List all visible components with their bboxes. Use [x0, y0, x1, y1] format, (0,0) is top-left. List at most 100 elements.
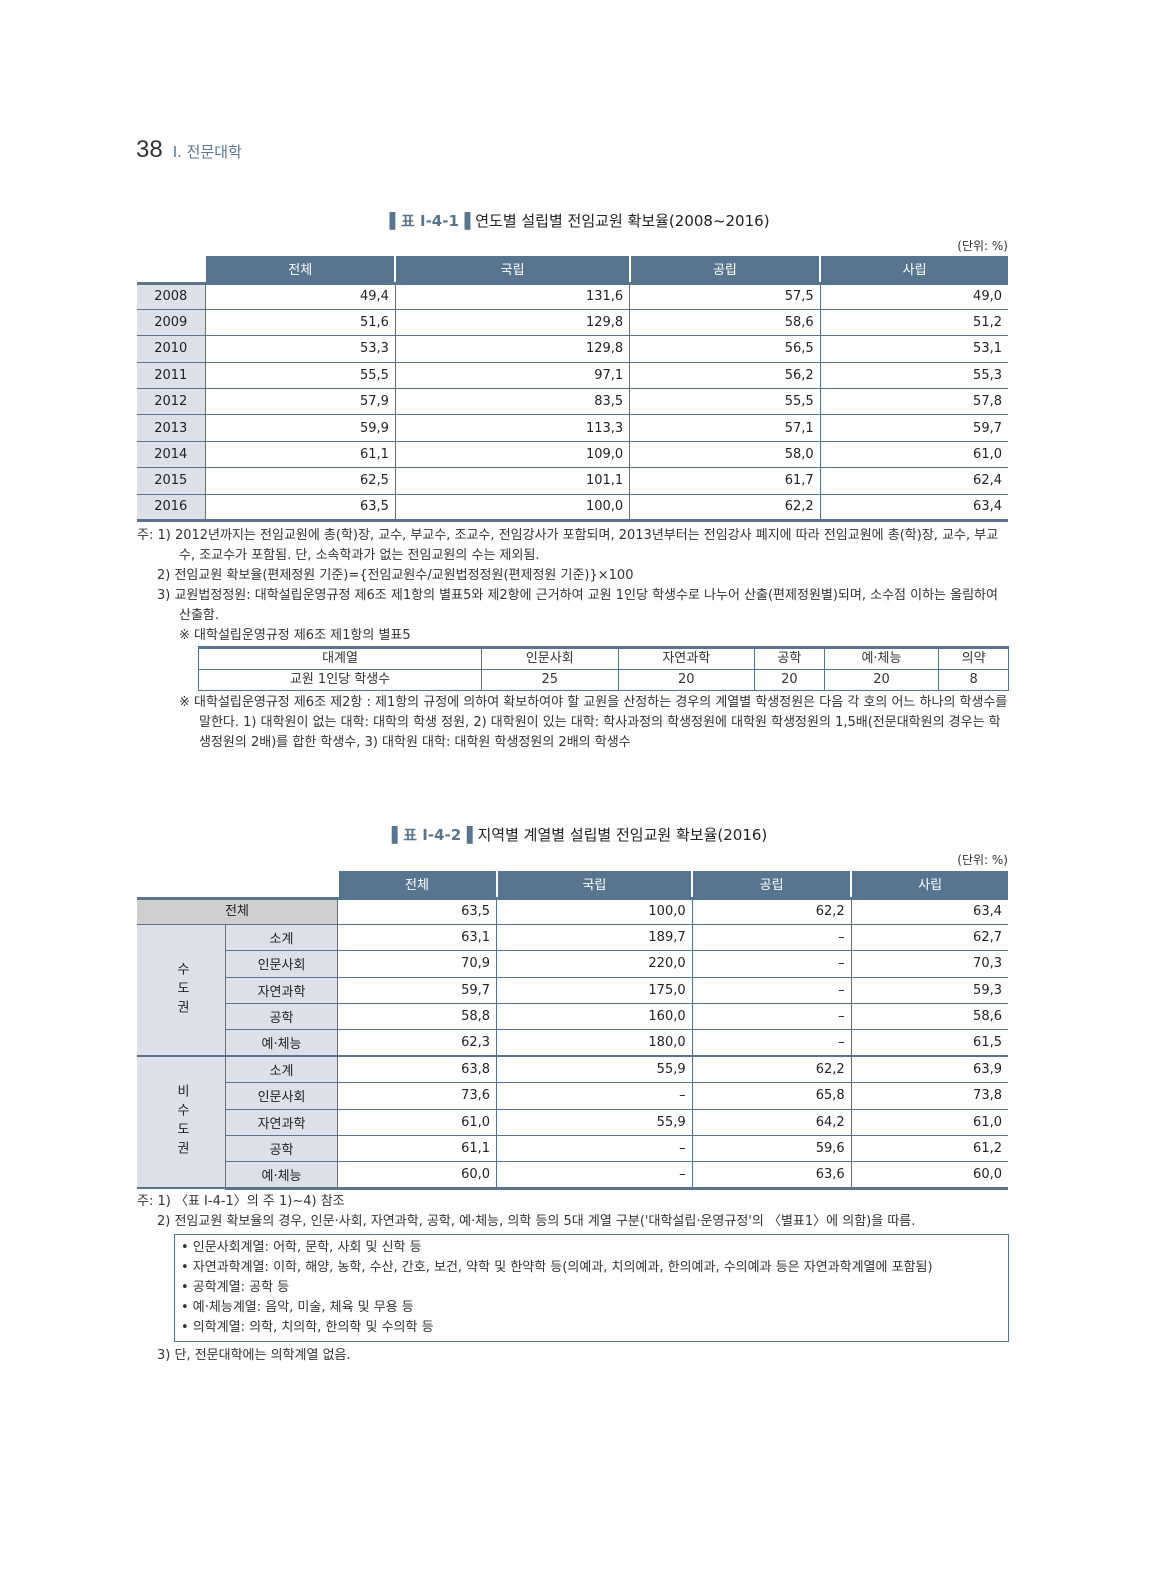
data-cell: 56,2	[629, 362, 821, 390]
data-cell: 62,2	[691, 896, 852, 925]
note-3: 3) 단, 전문대학에는 의학계열 없음.	[157, 1348, 351, 1363]
data-cell: 131,6	[394, 281, 630, 310]
row-header: 2009	[137, 309, 205, 337]
data-cell: 61,0	[336, 1109, 497, 1137]
note-2: 2) 전임교원 확보율의 경우, 인문·사회, 자연과학, 공학, 예·체능, …	[157, 1214, 916, 1229]
data-cell: 160,0	[496, 1003, 693, 1031]
col-header: 국립	[495, 871, 693, 898]
data-cell: 49,4	[204, 281, 396, 310]
table-row: 2010 53,3 129,8 56,5 53,1	[137, 335, 1008, 363]
data-cell: 58,8	[336, 1003, 497, 1031]
row-header: 공학	[225, 1135, 338, 1163]
data-cell: –	[691, 977, 852, 1005]
row-header: 2012	[137, 388, 205, 416]
data-cell: 189,7	[496, 924, 693, 952]
ref-note-1: ※ 대학설립운영규정 제6조 제1항의 별표5	[179, 628, 411, 643]
table2-label: ▌표 Ⅰ-4-2▐	[391, 826, 473, 844]
data-cell: 100,0	[394, 494, 630, 523]
data-cell: 61,1	[204, 441, 396, 469]
group-header: 비수도권	[137, 1056, 226, 1190]
table-row: 공학 58,8 160,0–58,6	[137, 1003, 1008, 1031]
table-row: 2008 49,4 131,6 57,5 49,0	[137, 281, 1008, 310]
data-cell: –	[496, 1161, 693, 1190]
table-row: 2011 55,5 97,1 56,2 55,3	[137, 362, 1008, 390]
data-cell: 57,5	[629, 281, 821, 310]
data-cell: 65,8	[691, 1082, 852, 1110]
table2-title-text: 지역별 계열별 설립별 전임교원 확보율(2016)	[477, 826, 768, 844]
small-header: 인문사회	[481, 646, 619, 670]
data-cell: –	[691, 950, 852, 978]
table2: 전체 국립 공립 사립 전체 63,5 100,0 62,2 63,4 수도권 소계 63,1…	[137, 871, 1008, 1190]
classification-box: • 인문사회계열: 어학, 문학, 사회 및 신학 등 • 자연과학계열: 이학,…	[174, 1234, 1009, 1342]
row-header: 자연과학	[225, 977, 338, 1005]
table-row: 자연과학 61,0 55,9 64,2 61,0	[137, 1109, 1008, 1137]
row-header: 2014	[137, 441, 205, 469]
data-cell: 58,6	[850, 1003, 1008, 1031]
table-row: 2013 59,9 113,3 57,1 59,7	[137, 414, 1008, 442]
row-header: 예·체능	[225, 1029, 338, 1058]
data-cell: 113,3	[394, 414, 630, 442]
table2-notes: 주: 1) 〈표 Ⅰ-4-1〉의 주 1)~4) 참조 2) 전임교원 확보율의…	[137, 1192, 1009, 1366]
row-header: 소계	[225, 1056, 338, 1084]
note-3: 3) 교원법정정원: 대학설립운영규정 제6조 제1항의 별표5와 제2항에 근…	[157, 588, 998, 623]
col-header: 공립	[628, 256, 821, 283]
data-cell: 64,2	[691, 1109, 852, 1137]
corner	[137, 256, 205, 283]
data-cell: 53,1	[819, 335, 1008, 363]
small-data-row: 교원 1인당 학생수 25 20 20 20 8	[197, 669, 1009, 691]
row-header: 예·체능	[225, 1161, 338, 1190]
data-cell: 61,7	[629, 467, 821, 495]
data-cell: 61,0	[819, 441, 1008, 469]
note-1: 주: 1) 〈표 Ⅰ-4-1〉의 주 1)~4) 참조	[137, 1194, 345, 1209]
data-cell: 70,3	[850, 950, 1008, 978]
data-cell: 70,9	[336, 950, 497, 978]
data-cell: 220,0	[496, 950, 693, 978]
table-row: 2015 62,5 101,1 61,7 62,4	[137, 467, 1008, 495]
row-header: 2015	[137, 467, 205, 495]
data-cell: 129,8	[394, 335, 630, 363]
data-cell: 63,5	[204, 494, 396, 523]
data-cell: –	[691, 1029, 852, 1058]
row-header: 전체	[137, 896, 338, 925]
small-header: 의약	[938, 646, 1009, 670]
data-cell: 63,4	[850, 896, 1008, 925]
table-row: 수도권 소계 63,1 189,7–62,7	[137, 924, 1008, 1058]
data-cell: –	[496, 1135, 693, 1163]
data-cell: 61,2	[850, 1135, 1008, 1163]
bullet-item: • 자연과학계열: 이학, 해양, 농학, 수산, 간호, 보건, 약학 및 한…	[181, 1260, 933, 1275]
data-cell: 55,5	[629, 388, 821, 416]
data-cell: 62,7	[850, 924, 1008, 952]
data-cell: 62,2	[629, 494, 821, 523]
table-row: 예·체능 60,0–63,6 60,0	[137, 1161, 1008, 1190]
table1-title: ▌표 Ⅰ-4-1▐ 연도별 설립별 전임교원 확보율(2008~2016)	[0, 210, 1159, 231]
row-header: 자연과학	[225, 1109, 338, 1137]
table-row: 예·체능 62,3 180,0–61,5	[137, 1029, 1008, 1058]
data-cell: 49,0	[819, 281, 1008, 310]
small-cell: 20	[823, 669, 940, 691]
row-header: 공학	[225, 1003, 338, 1031]
data-cell: 63,6	[691, 1161, 852, 1190]
row-header: 2013	[137, 414, 205, 442]
data-cell: 61,0	[850, 1109, 1008, 1137]
note-1: 주: 1) 2012년까지는 전임교원에 총(학)장, 교수, 부교수, 조교수…	[137, 528, 999, 563]
col-header: 공립	[691, 871, 852, 898]
table-row: 인문사회 70,9 220,0–70,3	[137, 950, 1008, 978]
data-cell: 97,1	[394, 362, 630, 390]
table-row: 인문사회 73,6–65,8 73,8	[137, 1082, 1008, 1110]
data-cell: 180,0	[496, 1029, 693, 1058]
table2-title: ▌표 Ⅰ-4-2▐ 지역별 계열별 설립별 전임교원 확보율(2016)	[0, 824, 1159, 845]
table1-unit: (단위: %)	[957, 239, 1008, 253]
data-cell: 60,0	[850, 1161, 1008, 1190]
data-cell: 63,5	[336, 896, 497, 925]
ref-note-2: ※ 대학설립운영규정 제6조 제2항 : 제1항의 규정에 의하여 확보하여야 …	[179, 695, 1008, 750]
row-header: 2008	[137, 281, 205, 310]
data-cell: 62,5	[204, 467, 396, 495]
small-header: 대계열	[197, 646, 483, 670]
table2-unit: (단위: %)	[957, 853, 1008, 867]
small-cell: 8	[938, 669, 1009, 691]
student-ratio-table: 대계열 인문사회 자연과학 공학 예·체능 의약 교원 1인당 학생수 25 20 20 20 8	[197, 646, 1009, 691]
col-header: 국립	[394, 256, 630, 283]
data-cell: 101,1	[394, 467, 630, 495]
col-header: 전체	[203, 256, 396, 283]
small-cell: 25	[481, 669, 619, 691]
